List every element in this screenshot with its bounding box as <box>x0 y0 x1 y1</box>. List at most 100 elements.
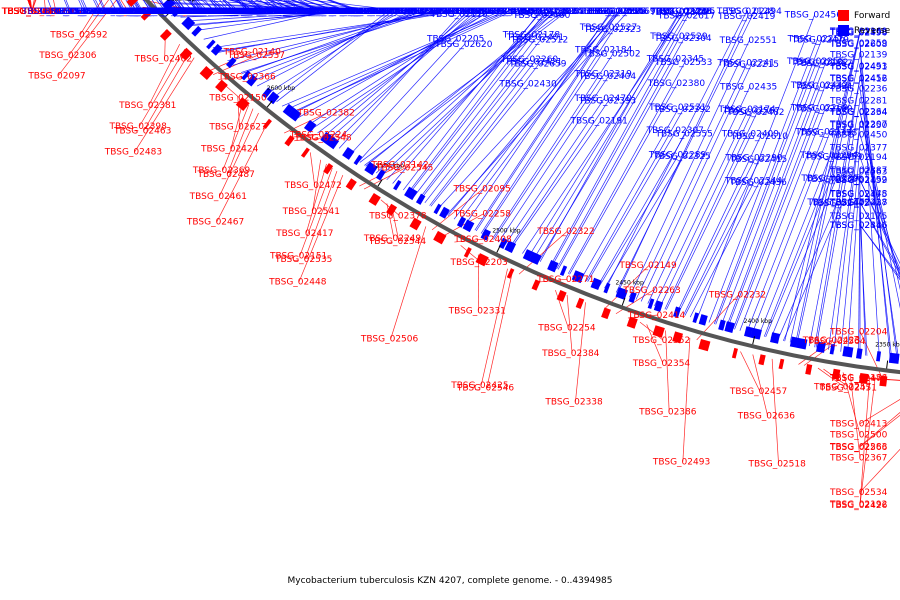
legend-label-forward: Forward <box>854 10 891 21</box>
gene-label: TBSG_02419 <box>717 12 776 22</box>
gene-label: TBSG_02586 <box>329 7 388 17</box>
gene-label: TBSG_02219 <box>315 7 374 17</box>
gene-label: TBSG_02542 <box>437 7 495 17</box>
gene-label: TBSG_02448 <box>268 278 327 288</box>
connector-line <box>777 201 838 340</box>
gene-label: TBSG_02521 <box>252 7 310 17</box>
gene-label: TBSG_02391 <box>478 7 536 17</box>
gene-label: TBSG_02347 <box>128 7 186 17</box>
connector-line <box>237 95 240 127</box>
gene-label: TBSG_02386 <box>638 407 697 417</box>
connector-line <box>833 124 861 351</box>
gene-label: TBSG_02409 <box>721 129 780 139</box>
connector-line <box>390 226 427 339</box>
gene-label: TBSG_02096 <box>1 7 60 17</box>
connector-line <box>828 123 861 350</box>
gene-label: TBSG_02150 <box>208 94 267 104</box>
reverse-gene-feature <box>433 203 442 215</box>
gene-label: TBSG_02523 <box>275 7 333 17</box>
gene-label: TBSG_02310 <box>137 7 196 17</box>
connector-line <box>307 0 404 12</box>
gene-label: TBSG_02436 <box>729 178 788 188</box>
reverse-gene-feature <box>816 341 826 353</box>
gene-label: TBSG_02234 <box>168 7 227 17</box>
forward-gene-feature <box>262 118 272 129</box>
connector-line <box>708 38 818 323</box>
connector-line <box>299 167 333 256</box>
gene-label: TBSG_02141 <box>1 7 59 17</box>
gene-label: TBSG_02368 <box>322 7 381 17</box>
reverse-gene-feature <box>856 348 863 359</box>
gene-label: TBSG_02440 <box>111 7 170 17</box>
gene-label: TBSG_02148 <box>829 189 888 199</box>
gene-label: TBSG_02381 <box>118 101 176 111</box>
gene-label: TBSG_02637 <box>1 7 59 17</box>
gene-label: TBSG_02557 <box>794 59 852 69</box>
reverse-gene-feature <box>172 7 182 18</box>
gene-label: TBSG_02255 <box>580 7 638 17</box>
gene-label: TBSG_02438 <box>653 7 712 17</box>
gene-label: TBSG_02393 <box>578 96 636 106</box>
gene-label: TBSG_02128 <box>716 7 775 17</box>
connector-line <box>458 10 617 223</box>
gene-label: TBSG_02383 <box>1 7 59 17</box>
reverse-gene-feature <box>206 39 216 50</box>
reverse-gene-feature <box>261 87 273 99</box>
connector-line <box>585 108 684 282</box>
gene-label: TBSG_02636 <box>737 412 796 422</box>
gene-label: TBSG_02265 <box>588 7 646 17</box>
gene-label: TBSG_02225 <box>326 7 384 17</box>
axis-tick <box>266 100 273 108</box>
gene-label: TBSG_02261 <box>220 7 278 17</box>
gene-label: TBSG_02277 <box>237 7 295 17</box>
forward-gene-feature <box>179 47 193 61</box>
gene-label: TBSG_02582 <box>1 7 59 17</box>
forward-gene-feature <box>575 297 585 309</box>
reverse-gene-feature <box>789 336 799 348</box>
gene-label: TBSG_02288 <box>134 7 193 17</box>
connector-line <box>418 39 542 200</box>
gene-label: TBSG_02271 <box>536 275 594 285</box>
gene-label: TBSG_02341 <box>306 7 364 17</box>
connector-line <box>575 302 586 402</box>
reverse-gene-feature <box>876 351 882 362</box>
gene-label: TBSG_02508 <box>221 7 280 17</box>
connector-line <box>551 35 681 267</box>
gene-label: TBSG_02176 <box>152 7 211 17</box>
axis-tick <box>621 297 626 306</box>
gene-label: TBSG_02349 <box>219 7 278 17</box>
gene-label: TBSG_02292 <box>92 7 150 17</box>
gene-label: TBSG_02113 <box>330 7 388 17</box>
gene-label: TBSG_02231 <box>460 7 518 17</box>
connector-line <box>212 10 455 49</box>
reverse-gene-feature <box>353 154 363 166</box>
gene-label: TBSG_02459 <box>804 152 863 162</box>
gene-label: TBSG_02398 <box>109 122 168 132</box>
gene-label: TBSG_02500 <box>829 431 888 441</box>
gene-label: TBSG_02189 <box>351 7 410 17</box>
axis-tick <box>752 336 756 345</box>
reverse-gene-feature <box>842 346 854 358</box>
gene-label: TBSG_02487 <box>197 170 255 180</box>
gene-label: TBSG_02555 <box>655 129 713 139</box>
connector-line <box>272 10 389 99</box>
gene-label: TBSG_02259 <box>829 39 888 49</box>
gene-label: TBSG_02445 <box>811 199 869 209</box>
gene-label: TBSG_02382 <box>296 109 354 119</box>
connector-line <box>815 100 861 348</box>
gene-label: TBSG_02513 <box>124 7 182 17</box>
connector-line <box>808 77 861 347</box>
gene-label: TBSG_02627 <box>208 123 266 133</box>
connector-line <box>309 152 315 186</box>
gene-label: TBSG_02323 <box>583 25 641 35</box>
gene-label: TBSG_02442 <box>790 81 848 91</box>
gene-label: TBSG_02418 <box>1 7 60 17</box>
forward-gene-feature <box>475 253 489 267</box>
connector-line <box>266 10 398 95</box>
gene-label: TBSG_02412 <box>135 7 193 17</box>
gene-label: TBSG_02137 <box>195 7 253 17</box>
gene-label: TBSG_02263 <box>622 286 680 296</box>
gene-label: TBSG_02330 <box>103 7 162 17</box>
forward-gene-feature <box>832 368 841 380</box>
